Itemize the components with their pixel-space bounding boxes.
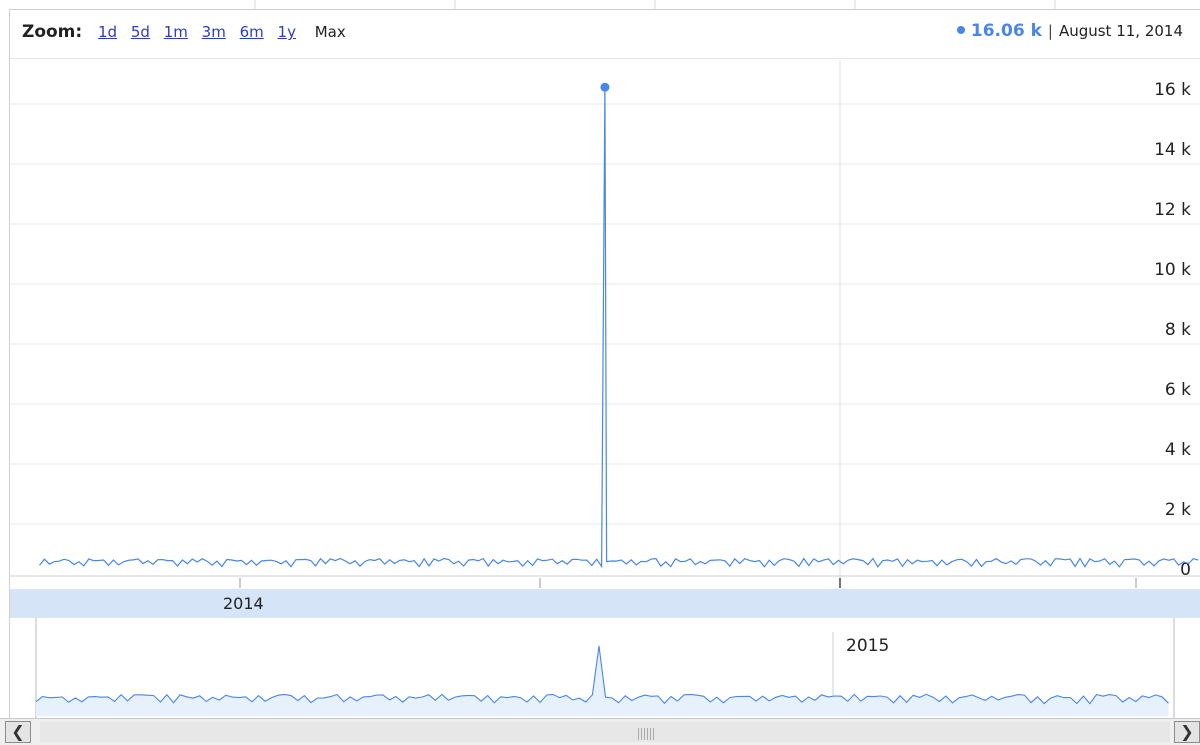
zoom-label: Zoom: [22,22,83,42]
x-axis-minor-ticks [539,578,1137,588]
x-tick-label-2014: 2014 [223,594,264,613]
navigator-year-label: 2015 [846,636,889,656]
y-gridlines [10,103,1200,525]
horizontal-scrollbar[interactable]: ❮ ❯ [0,718,1200,745]
series-dot-icon [956,26,965,34]
grip-icon [638,728,656,740]
navigator-line [35,645,1169,705]
zoom-max-selected: Max [314,23,346,41]
y-tick-label: 12 k [1154,200,1191,220]
selected-point[interactable] [600,82,610,92]
zoom-6m-link[interactable]: 6m [239,23,264,41]
zoom-1d-link[interactable]: 1d [98,23,118,41]
series-line [39,87,1199,569]
chevron-right-icon: ❯ [1180,722,1194,741]
navigator-area [36,646,1169,716]
value-readout: 16.06 k | August 11, 2014 [956,21,1183,41]
scroll-left-button[interactable]: ❮ [5,721,31,743]
y-tick-label: 16 k [1154,80,1191,100]
y-tick-label: 4 k [1165,440,1191,460]
zoom-5d-link[interactable]: 5d [130,23,150,41]
navigator-selection-band[interactable] [10,589,1200,618]
y-tick-label: 2 k [1165,500,1191,520]
zoom-3m-link[interactable]: 3m [201,23,226,41]
y-tick-label: 10 k [1154,260,1191,280]
chevron-left-icon: ❮ [11,722,25,741]
y-tick-label: 6 k [1165,380,1191,400]
zoom-1m-link[interactable]: 1m [163,23,188,41]
zoom-options: 1d 5d 1m 3m 6m 1y Max [98,23,346,41]
readout-value: 16.06 k [970,21,1042,41]
y-tick-label: 14 k [1154,140,1191,160]
timeline-chart: 0 2 k 4 k 6 k 8 k 10 k 12 k 14 k 16 k 2014 2015 [10,60,1200,718]
chart-toolbar: Zoom: 1d 5d 1m 3m 6m 1y Max 16.06 k | Augu… [10,10,1200,59]
scrollbar-thumb[interactable] [40,722,1170,742]
y-axis-ticks: 0 2 k 4 k 6 k 8 k 10 k 12 k 14 k 16 k [1154,80,1191,580]
readout-date: August 11, 2014 [1058,22,1183,40]
y-tick-label: 8 k [1165,320,1191,340]
zoom-1y-link[interactable]: 1y [277,23,296,41]
y-tick-label: 0 [1180,560,1191,580]
scroll-right-button[interactable]: ❯ [1174,721,1200,743]
readout-separator: | [1047,22,1053,40]
